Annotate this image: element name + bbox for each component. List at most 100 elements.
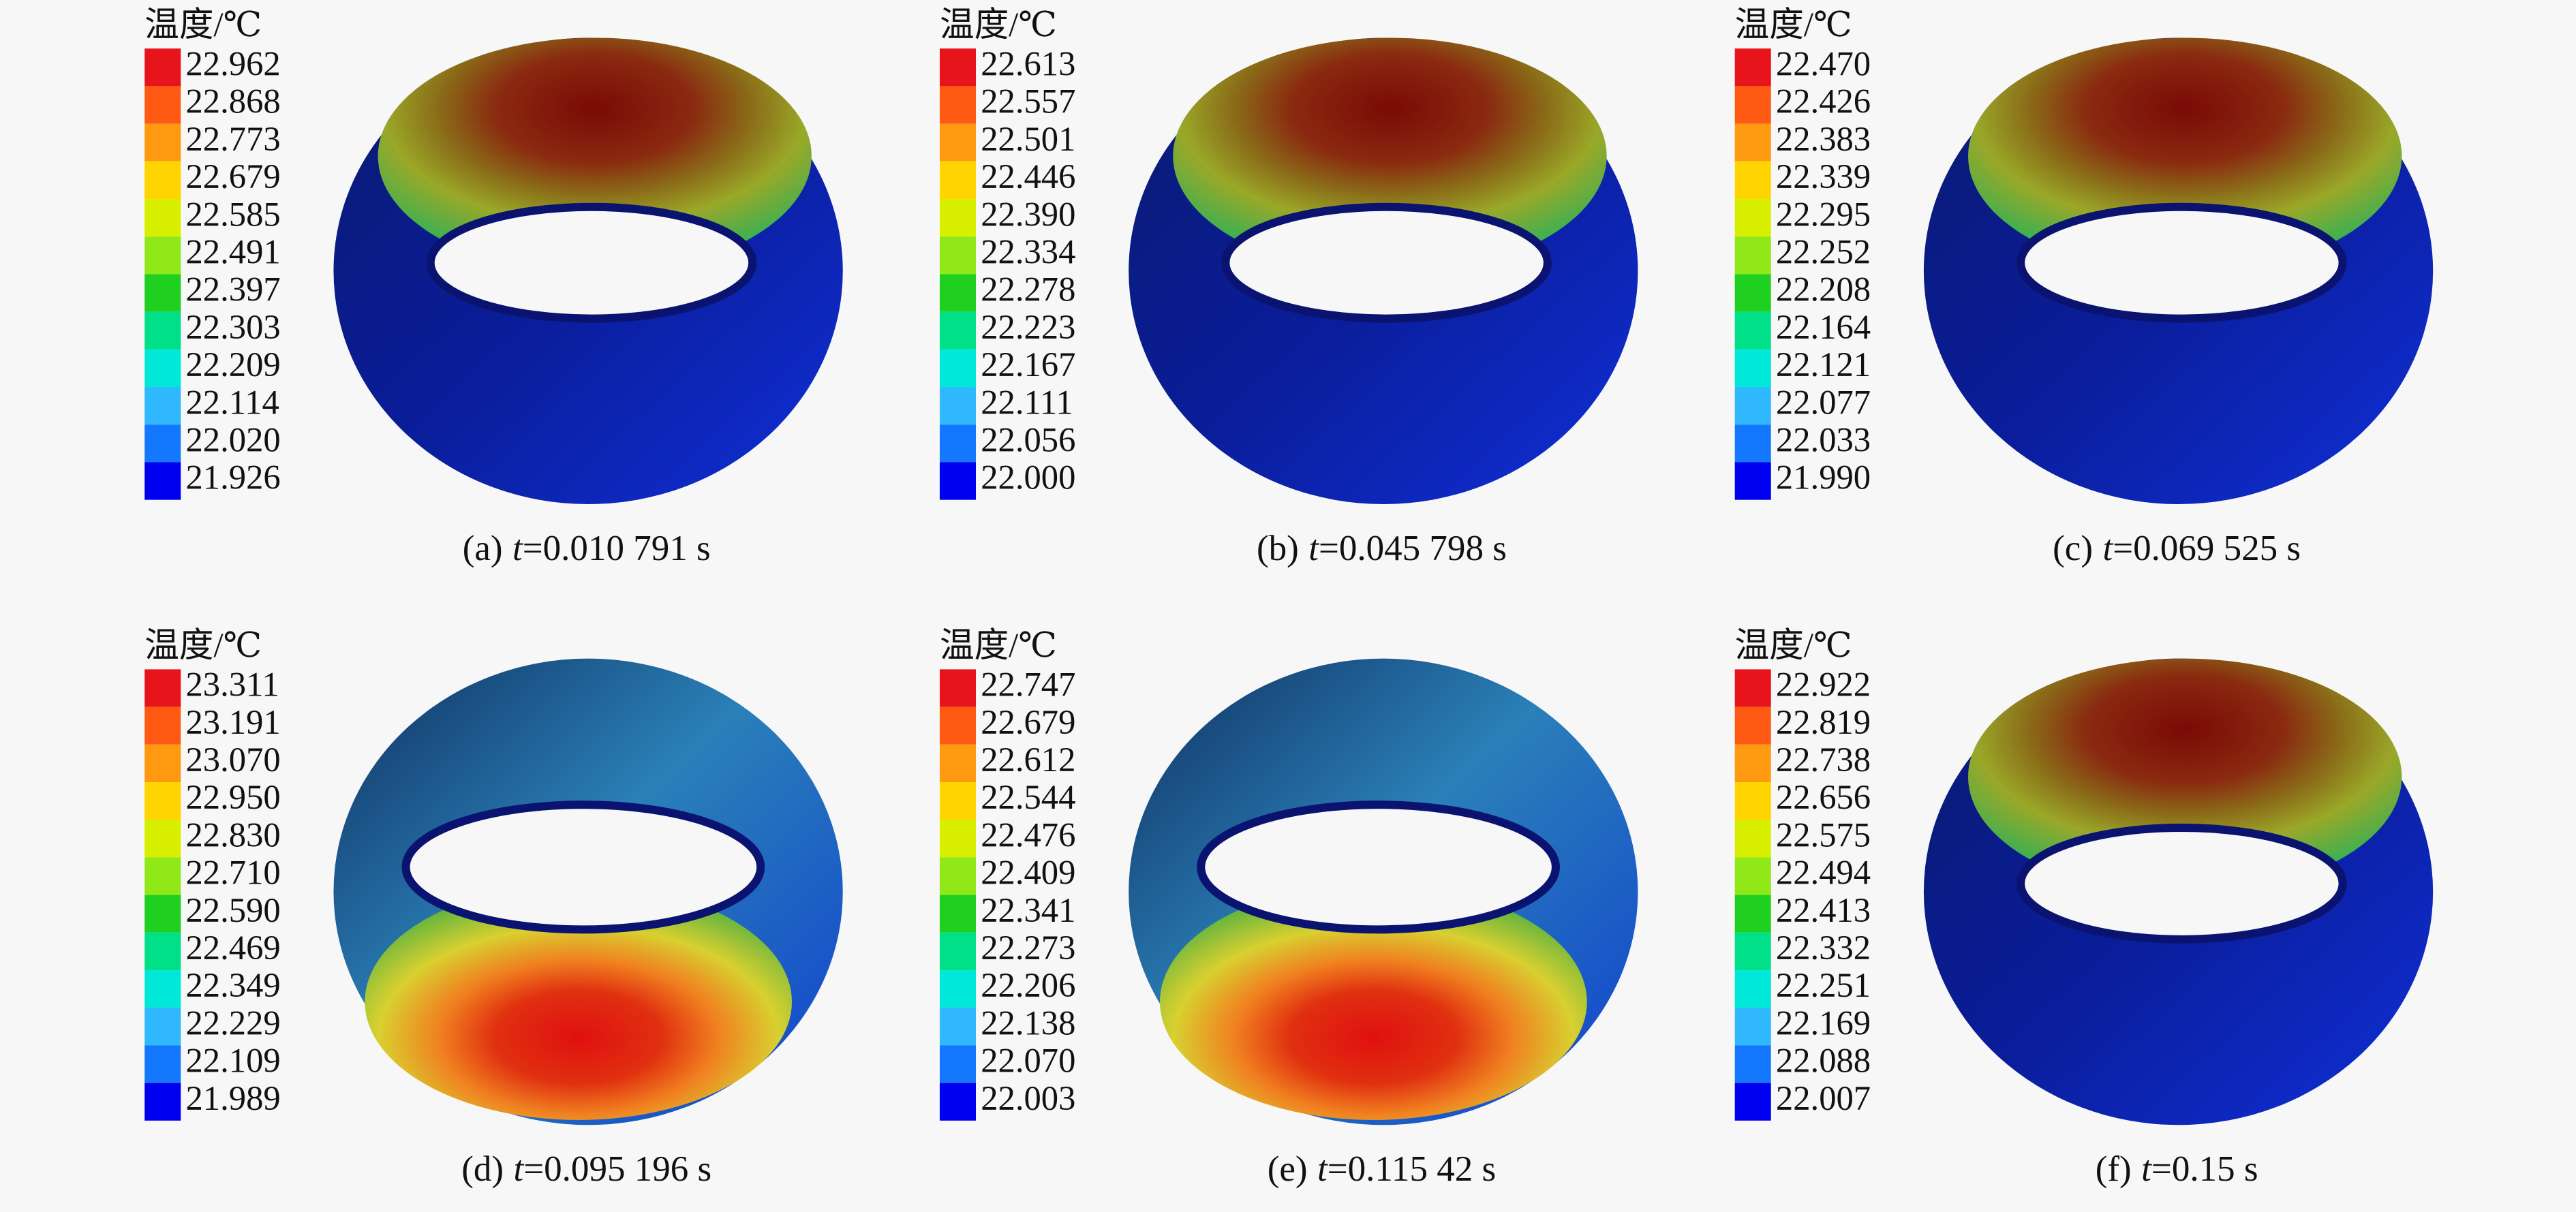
legend-swatch: [144, 744, 181, 783]
legend-swatch: [1734, 48, 1771, 87]
legend-swatch: [144, 424, 181, 463]
legend-label: 22.679: [981, 703, 1075, 741]
legend-label: 22.273: [981, 929, 1075, 967]
legend-swatch: [144, 349, 181, 388]
legend-label: 22.088: [1776, 1042, 1871, 1080]
legend-swatch: [939, 311, 976, 349]
legend-swatch: [939, 744, 976, 783]
caption: (e) t=0.115 42 s: [1268, 1149, 1496, 1189]
legend-swatch: [1734, 1045, 1771, 1083]
caption-label: (d): [461, 1149, 504, 1189]
legend-swatch: [1734, 1008, 1771, 1046]
ring-hole: [2017, 202, 2347, 323]
caption-variable: t: [2102, 529, 2113, 568]
ring-hole: [401, 801, 765, 934]
legend-swatch: [1734, 86, 1771, 124]
caption-variable: t: [1317, 1149, 1328, 1189]
ring-interior: [1173, 37, 1607, 275]
legend-label: 22.470: [1776, 44, 1871, 82]
legend-label: 22.446: [981, 157, 1075, 196]
legend-swatch: [144, 236, 181, 275]
caption-label: (e): [1268, 1149, 1308, 1189]
caption: (c) t=0.069 525 s: [2053, 529, 2301, 568]
legend-label: 22.164: [1776, 308, 1871, 346]
legend-swatch: [144, 1045, 181, 1083]
legend-label: 22.223: [981, 308, 1075, 346]
caption: (b) t=0.045 798 s: [1257, 529, 1507, 568]
legend-label: 22.341: [981, 891, 1075, 929]
legend-label: 22.494: [1776, 854, 1871, 892]
legend-swatch: [939, 820, 976, 858]
legend-swatch: [1734, 932, 1771, 971]
legend-label: 22.390: [981, 195, 1075, 233]
legend-swatch: [144, 1083, 181, 1121]
legend-label: 22.056: [981, 420, 1075, 459]
caption-variable: t: [512, 529, 523, 568]
legend-swatch: [939, 462, 976, 500]
ring-interior: [378, 37, 812, 275]
legend-label: 22.209: [186, 345, 281, 384]
legend-swatch: [1734, 161, 1771, 200]
ring-hole: [2017, 823, 2347, 944]
legend-swatch: [144, 161, 181, 200]
legend-label: 21.989: [186, 1079, 281, 1117]
legend-label: 22.738: [1776, 741, 1871, 779]
caption-value: =0.095 196 s: [523, 1149, 711, 1189]
legend-swatch: [1734, 820, 1771, 858]
legend-label: 23.311: [186, 666, 279, 704]
legend-swatch: [1734, 669, 1771, 707]
legend-label: 22.590: [186, 891, 281, 929]
legend-label: 22.868: [186, 82, 281, 121]
panel: 温度/℃22.47022.42622.38322.33922.29522.252…: [1734, 5, 2434, 568]
ring-interior: [1967, 658, 2402, 895]
caption-variable: t: [1308, 529, 1319, 568]
legend-swatch: [939, 123, 976, 161]
legend-label: 22.208: [1776, 270, 1871, 309]
legend-label: 22.469: [186, 929, 281, 967]
caption-value: =0.010 791 s: [523, 529, 711, 568]
caption: (a) t=0.010 791 s: [463, 529, 711, 568]
legend-label: 22.501: [981, 120, 1075, 158]
legend-label: 23.070: [186, 741, 281, 779]
legend-swatch: [939, 387, 976, 425]
legend-swatch: [1734, 199, 1771, 237]
legend-label: 22.278: [981, 270, 1075, 309]
legend-swatch: [939, 932, 976, 971]
legend-swatch: [939, 48, 976, 87]
legend-label: 22.950: [186, 778, 281, 816]
caption-label: (b): [1257, 529, 1299, 568]
legend-label: 22.819: [1776, 703, 1871, 741]
legend-label: 22.409: [981, 854, 1075, 892]
legend-swatch: [144, 820, 181, 858]
legend-label: 22.557: [981, 82, 1075, 121]
legend-label: 22.426: [1776, 82, 1871, 121]
legend-swatch: [1734, 706, 1771, 745]
caption-variable: t: [2141, 1149, 2152, 1189]
ring-hole: [426, 202, 757, 323]
legend-swatch: [144, 669, 181, 707]
panel: 温度/℃22.92222.81922.73822.65622.57522.494…: [1734, 626, 2434, 1189]
legend-label: 23.191: [186, 703, 281, 741]
legend-swatch: [939, 349, 976, 388]
legend-swatch: [1734, 970, 1771, 1008]
legend-label: 22.121: [1776, 345, 1871, 384]
legend-swatch: [1734, 387, 1771, 425]
legend-swatch: [939, 857, 976, 895]
panel: 温度/℃22.74722.67922.61222.54422.47622.409…: [939, 626, 1638, 1189]
legend-label: 22.000: [981, 459, 1075, 497]
ring-interior: [1159, 883, 1587, 1121]
legend-swatch: [144, 932, 181, 971]
legend-label: 22.077: [1776, 383, 1871, 421]
legend-label: 22.585: [186, 195, 281, 233]
caption: (d) t=0.095 196 s: [461, 1149, 711, 1189]
legend-swatch: [144, 895, 181, 933]
ring-interior: [1967, 37, 2402, 275]
legend-swatch: [939, 706, 976, 745]
legend-label: 22.383: [1776, 120, 1871, 158]
legend-label: 22.303: [186, 308, 281, 346]
legend-swatch: [1734, 424, 1771, 463]
legend-label: 22.830: [186, 815, 281, 854]
legend-label: 22.413: [1776, 891, 1871, 929]
legend-swatch: [1734, 782, 1771, 820]
legend-swatch: [939, 1083, 976, 1121]
